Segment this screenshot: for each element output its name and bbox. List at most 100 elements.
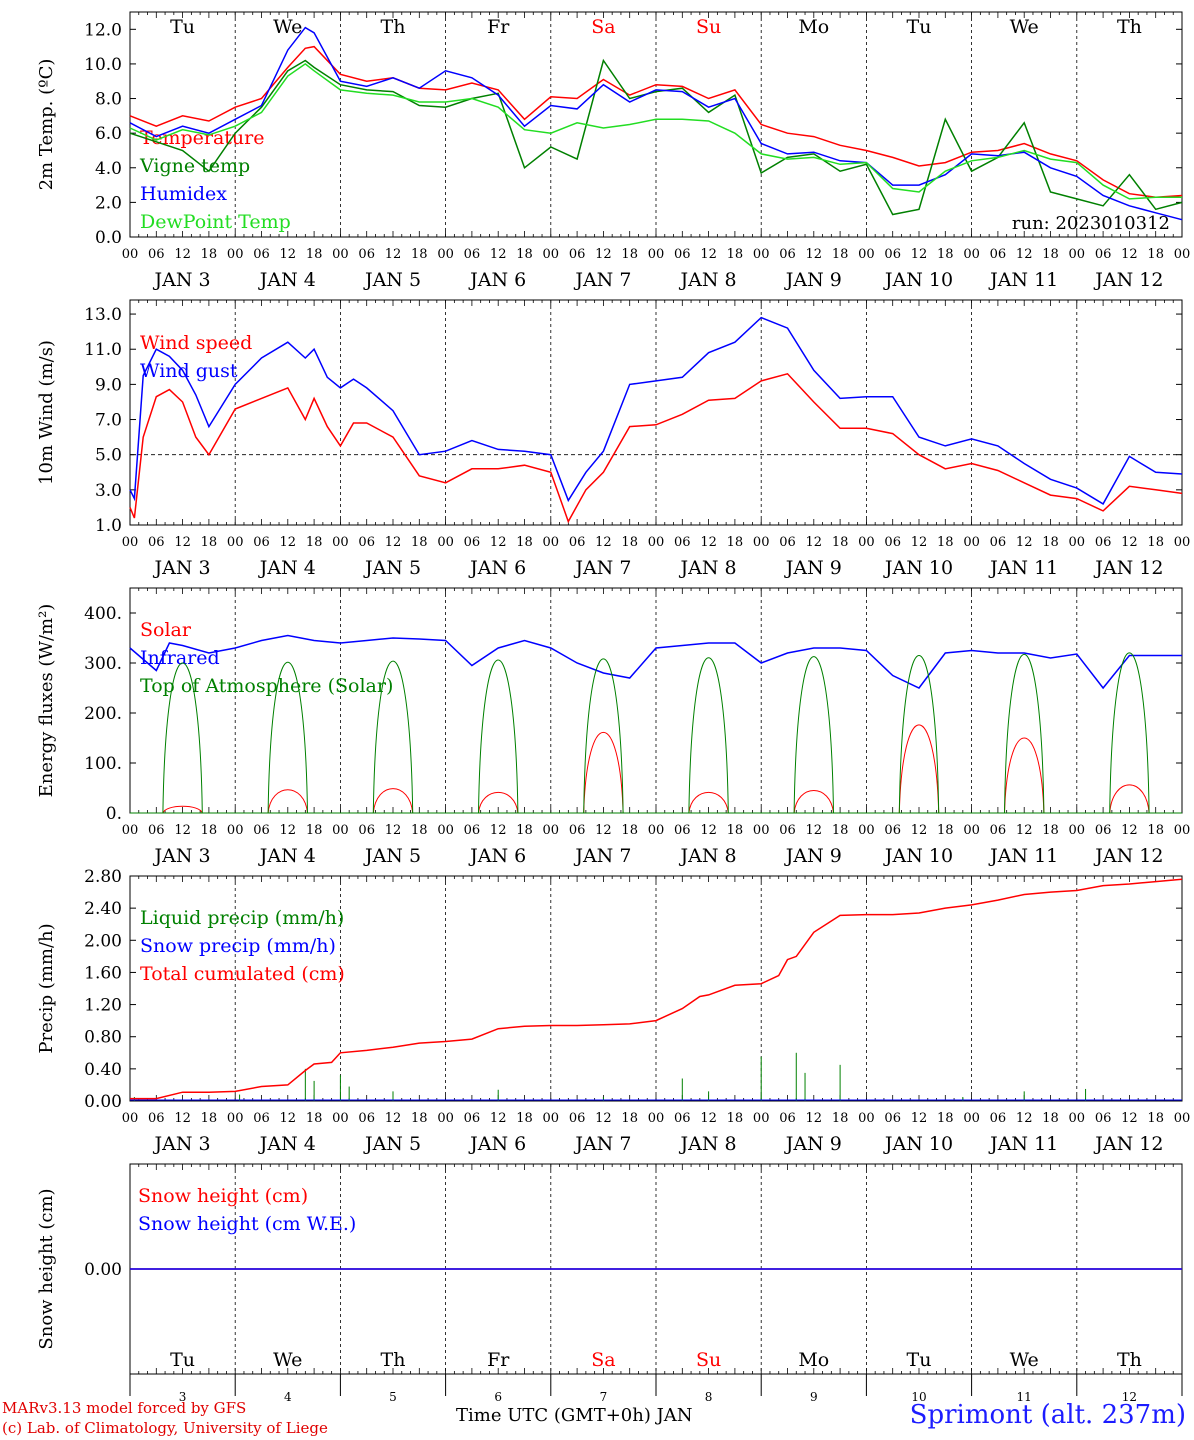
series-peak — [793, 656, 834, 814]
hour-tick-label: 06 — [779, 1111, 796, 1126]
hour-tick-label: 00 — [543, 1111, 560, 1126]
hour-tick-label: 12 — [1016, 535, 1033, 550]
date-label: JAN 7 — [573, 1133, 631, 1155]
hour-tick-label: 12 — [385, 1111, 402, 1126]
hour-tick-label: 00 — [1174, 1111, 1191, 1126]
hour-tick-label: 00 — [227, 247, 244, 262]
day-of-week-label: Fr — [487, 1349, 510, 1371]
series-line — [129, 62, 1182, 200]
hour-tick-label: 06 — [464, 823, 481, 838]
hour-tick-label: 00 — [332, 535, 349, 550]
y-tick-label: 10.0 — [84, 55, 122, 75]
hour-tick-label: 06 — [464, 247, 481, 262]
hour-tick-label: 18 — [832, 823, 849, 838]
series-peak — [793, 790, 834, 814]
hour-tick-label: 00 — [753, 535, 770, 550]
hour-tick-label: 06 — [990, 247, 1007, 262]
series-line — [129, 26, 1183, 221]
hour-tick-label: 06 — [779, 247, 796, 262]
legend-entry: Total cumulated (cm) — [140, 963, 345, 985]
hour-tick-label: 00 — [227, 535, 244, 550]
legend-entry: Wind gust — [140, 360, 238, 382]
hour-tick-label: 00 — [858, 1111, 875, 1126]
day-number-label: 11 — [1017, 1390, 1032, 1404]
hour-tick-label: 00 — [963, 823, 980, 838]
date-label: JAN 11 — [988, 269, 1058, 291]
hour-tick-label: 06 — [148, 535, 165, 550]
series-peak — [1004, 653, 1045, 814]
station-name: Sprimont (alt. 237m) — [909, 1400, 1186, 1430]
y-tick-label: 6.0 — [95, 124, 122, 144]
hour-tick-label: 06 — [884, 535, 901, 550]
day-of-week-label: Sa — [591, 1349, 615, 1371]
date-label: JAN 9 — [784, 269, 842, 291]
hour-tick-label: 06 — [569, 1111, 586, 1126]
y-tick-label: 0.00 — [84, 1092, 122, 1112]
hour-tick-label: 12 — [806, 1111, 823, 1126]
day-of-week-label: We — [1010, 16, 1039, 38]
hour-tick-label: 12 — [385, 247, 402, 262]
y-tick-label: 0.0 — [95, 228, 122, 248]
panel-3: 0. 100. 200. 300. 400. Energy fluxes (W/m²) So… — [36, 587, 1190, 867]
day-of-week-label: Th — [381, 1349, 406, 1371]
run-label: run: 2023010312 — [1012, 213, 1170, 234]
hour-tick-label: 06 — [884, 247, 901, 262]
hour-tick-label: 00 — [963, 1111, 980, 1126]
hour-tick-label: 06 — [148, 1111, 165, 1126]
date-label: JAN 3 — [153, 1133, 211, 1155]
hour-tick-label: 06 — [1095, 535, 1112, 550]
hour-tick-label: 18 — [306, 823, 323, 838]
hour-tick-label: 12 — [806, 535, 823, 550]
series-peak — [478, 659, 519, 814]
hour-tick-label: 12 — [174, 535, 191, 550]
hour-tick-label: 18 — [411, 535, 428, 550]
day-of-week-label: We — [273, 16, 302, 38]
day-of-week-label: Th — [1117, 16, 1142, 38]
y-tick-label: 200. — [84, 704, 122, 724]
hour-tick-label: 18 — [937, 535, 954, 550]
y-tick-label: 0.80 — [84, 1028, 122, 1048]
hour-tick-label: 12 — [911, 535, 928, 550]
date-label: JAN 9 — [784, 1133, 842, 1155]
hour-tick-label: 18 — [621, 823, 638, 838]
hour-tick-label: 00 — [1069, 1111, 1086, 1126]
hour-tick-label: 00 — [437, 535, 454, 550]
date-label: JAN 11 — [988, 845, 1058, 867]
legend-entry: Humidex — [140, 183, 227, 205]
y-tick-label: 13.0 — [84, 305, 122, 325]
hour-tick-label: 12 — [595, 247, 612, 262]
hour-tick-label: 00 — [648, 1111, 665, 1126]
model-credit: MARv3.13 model forced by GFS — [2, 1399, 247, 1417]
hour-tick-label: 06 — [253, 823, 270, 838]
y-tick-label: 0. — [106, 804, 122, 824]
date-label: JAN 8 — [679, 845, 737, 867]
hour-tick-label: 00 — [543, 247, 560, 262]
lab-credit: (c) Lab. of Climatology, University of L… — [2, 1419, 328, 1437]
series-line — [130, 878, 1183, 1100]
y-tick-label: 100. — [84, 754, 122, 774]
y-tick-label: 0.00 — [84, 1260, 122, 1280]
hour-tick-label: 12 — [1121, 247, 1138, 262]
hour-tick-label: 12 — [1016, 247, 1033, 262]
hour-tick-label: 06 — [884, 823, 901, 838]
hour-tick-label: 18 — [201, 247, 218, 262]
y-tick-label: 400. — [84, 604, 122, 624]
day-of-week-label: Th — [1117, 1349, 1142, 1371]
hour-tick-label: 06 — [148, 823, 165, 838]
date-label: JAN 12 — [1093, 1133, 1163, 1155]
hour-tick-label: 18 — [1147, 535, 1164, 550]
hour-tick-label: 18 — [1042, 1111, 1059, 1126]
series-peak — [583, 658, 624, 814]
hour-tick-label: 18 — [1147, 1111, 1164, 1126]
y-tick-label: 2.00 — [84, 931, 122, 951]
panel-1: 0.0 2.0 4.0 6.0 8.0 10.0 12.0 2m Temp. (ºC) Temp… — [36, 11, 1190, 291]
date-label: JAN 9 — [784, 557, 842, 579]
series-peak — [372, 788, 414, 814]
y-tick-label: 8.0 — [95, 90, 122, 110]
y-tick-label: 9.0 — [95, 375, 122, 395]
legend-entry: Solar — [140, 619, 192, 641]
hour-tick-label: 12 — [280, 247, 297, 262]
hour-tick-label: 00 — [122, 247, 139, 262]
hour-tick-label: 00 — [858, 823, 875, 838]
hour-tick-label: 18 — [1147, 247, 1164, 262]
